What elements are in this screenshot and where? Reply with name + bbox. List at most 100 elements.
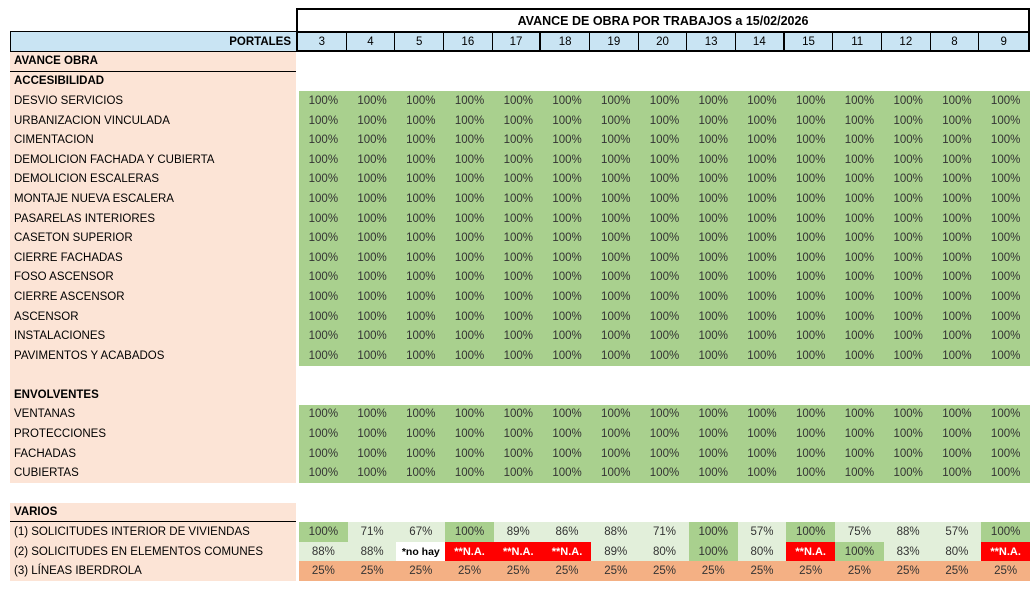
value-cell[interactable]: 100% (688, 345, 738, 366)
value-cell[interactable]: 100% (737, 463, 787, 484)
value-cell[interactable]: 100% (883, 228, 933, 248)
value-cell[interactable]: 100% (493, 404, 543, 425)
value-cell[interactable]: 100% (591, 169, 641, 190)
row-label[interactable] (10, 483, 296, 503)
value-cell[interactable]: 100% (299, 247, 348, 268)
value-cell[interactable]: **N.A. (981, 541, 1030, 562)
row-label[interactable]: DEMOLICION FACHADA Y CUBIERTA (10, 149, 296, 170)
value-cell[interactable]: 100% (347, 345, 397, 366)
portal-column-header[interactable]: 5 (395, 33, 444, 50)
value-cell[interactable]: 100% (737, 326, 787, 346)
value-cell[interactable]: 100% (445, 345, 494, 366)
value-cell[interactable]: 100% (640, 306, 689, 327)
value-cell[interactable]: 100% (493, 267, 543, 288)
value-cell[interactable]: 71% (347, 522, 397, 542)
value-cell[interactable]: 100% (396, 306, 446, 327)
value-cell[interactable]: 100% (737, 110, 787, 131)
value-cell[interactable]: 100% (299, 443, 348, 464)
value-cell[interactable]: 100% (883, 267, 933, 288)
value-cell[interactable]: 100% (396, 287, 446, 307)
value-cell[interactable]: 100% (542, 208, 592, 229)
value-cell[interactable]: 100% (737, 130, 787, 150)
value-cell[interactable]: 100% (542, 189, 592, 209)
row-label[interactable]: PASARELAS INTERIORES (10, 208, 296, 229)
value-cell[interactable]: 100% (299, 404, 348, 425)
value-cell[interactable]: 100% (493, 189, 543, 209)
value-cell[interactable]: 100% (445, 306, 494, 327)
value-cell[interactable]: 100% (299, 189, 348, 209)
value-cell[interactable]: 100% (932, 424, 982, 444)
value-cell[interactable]: 100% (688, 169, 738, 190)
value-cell[interactable]: 88% (591, 522, 641, 542)
value-cell[interactable]: 100% (786, 110, 836, 131)
value-cell[interactable]: 100% (640, 247, 689, 268)
value-cell[interactable]: 100% (737, 345, 787, 366)
value-cell[interactable]: 100% (347, 287, 397, 307)
value-cell[interactable]: 100% (737, 189, 787, 209)
row-label[interactable]: (3) LÍNEAS IBERDROLA (10, 561, 296, 582)
value-cell[interactable]: 100% (445, 443, 494, 464)
value-cell[interactable]: 100% (445, 326, 494, 346)
value-cell[interactable]: 71% (640, 522, 689, 542)
value-cell[interactable]: 100% (737, 287, 787, 307)
value-cell[interactable]: *no hay (396, 541, 446, 562)
value-cell[interactable]: 75% (835, 522, 884, 542)
value-cell[interactable]: 100% (786, 149, 836, 170)
value-cell[interactable]: 100% (981, 91, 1030, 111)
value-cell[interactable]: 100% (493, 208, 543, 229)
value-cell[interactable]: 100% (786, 91, 836, 111)
value-cell[interactable]: 100% (640, 130, 689, 150)
value-cell[interactable]: 100% (883, 91, 933, 111)
value-cell[interactable]: 100% (347, 130, 397, 150)
value-cell[interactable]: 100% (688, 463, 738, 484)
value-cell[interactable]: 100% (396, 169, 446, 190)
value-cell[interactable]: 100% (591, 110, 641, 131)
value-cell[interactable]: 100% (542, 267, 592, 288)
row-label[interactable]: VENTANAS (10, 404, 296, 425)
value-cell[interactable]: 100% (493, 247, 543, 268)
value-cell[interactable]: 100% (445, 189, 494, 209)
value-cell[interactable]: 100% (640, 228, 689, 248)
value-cell[interactable]: 100% (591, 443, 641, 464)
value-cell[interactable]: 100% (640, 149, 689, 170)
value-cell[interactable]: 100% (640, 287, 689, 307)
value-cell[interactable]: 100% (981, 306, 1030, 327)
row-label[interactable]: ASCENSOR (10, 306, 296, 327)
value-cell[interactable]: 100% (883, 247, 933, 268)
row-label[interactable]: (1) SOLICITUDES INTERIOR DE VIVIENDAS (10, 522, 296, 542)
value-cell[interactable]: 100% (542, 345, 592, 366)
value-cell[interactable]: 100% (883, 424, 933, 444)
row-label[interactable]: DEMOLICION ESCALERAS (10, 169, 296, 190)
value-cell[interactable]: 100% (396, 91, 446, 111)
value-cell[interactable]: 88% (347, 541, 397, 562)
value-cell[interactable]: 100% (396, 443, 446, 464)
value-cell[interactable]: 100% (347, 443, 397, 464)
value-cell[interactable]: 100% (932, 326, 982, 346)
value-cell[interactable]: 100% (640, 463, 689, 484)
value-cell[interactable]: 89% (493, 522, 543, 542)
value-cell[interactable]: 100% (932, 443, 982, 464)
value-cell[interactable]: 100% (591, 463, 641, 484)
value-cell[interactable]: 100% (493, 287, 543, 307)
value-cell[interactable]: 100% (737, 149, 787, 170)
value-cell[interactable]: 100% (493, 110, 543, 131)
value-cell[interactable]: 100% (445, 522, 494, 542)
section-label[interactable]: ACCESIBILIDAD (10, 71, 296, 92)
value-cell[interactable]: 100% (347, 208, 397, 229)
value-cell[interactable]: 57% (737, 522, 787, 542)
value-cell[interactable]: 100% (347, 228, 397, 248)
value-cell[interactable]: 100% (688, 326, 738, 346)
value-cell[interactable]: **N.A. (542, 541, 592, 562)
value-cell[interactable]: **N.A. (445, 541, 494, 562)
value-cell[interactable]: 100% (981, 247, 1030, 268)
value-cell[interactable]: 100% (835, 345, 884, 366)
value-cell[interactable]: 100% (347, 91, 397, 111)
value-cell[interactable]: 100% (981, 189, 1030, 209)
value-cell[interactable]: 100% (445, 404, 494, 425)
value-cell[interactable]: 25% (396, 561, 446, 582)
value-cell[interactable]: 100% (396, 110, 446, 131)
value-cell[interactable]: 100% (688, 306, 738, 327)
value-cell[interactable]: 100% (299, 91, 348, 111)
value-cell[interactable]: **N.A. (493, 541, 543, 562)
value-cell[interactable]: 100% (542, 463, 592, 484)
